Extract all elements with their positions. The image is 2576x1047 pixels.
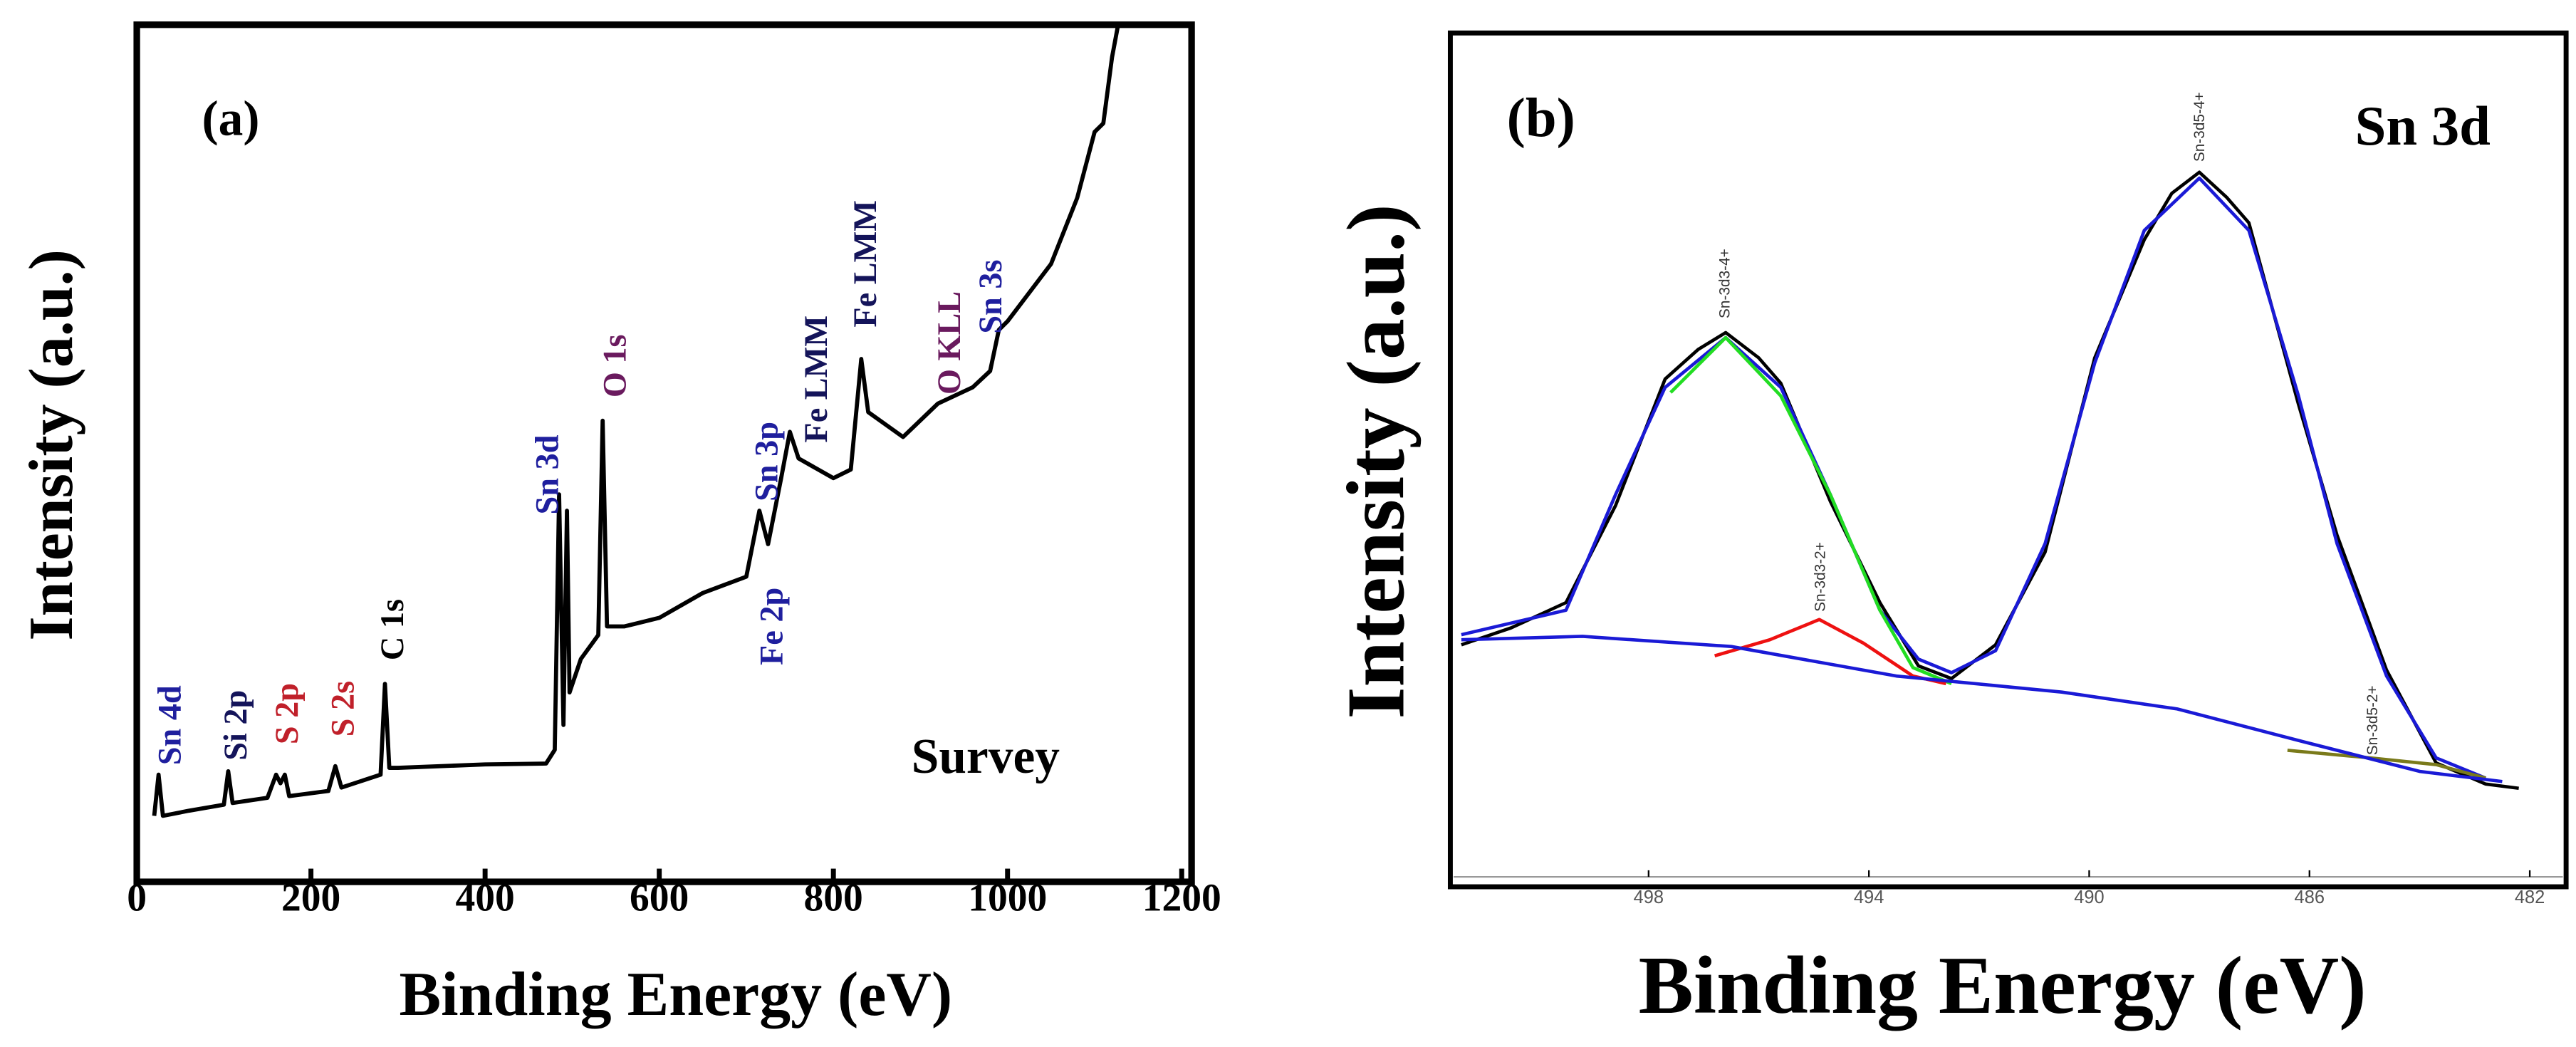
annotation: Fe LMM — [848, 200, 884, 328]
curve — [1669, 335, 1953, 685]
annotation: (b) — [1507, 88, 1575, 150]
x-tick-label: 486 — [2295, 887, 2325, 907]
annotation: Sn-3d5-2+ — [2364, 685, 2381, 755]
x-tick-label: 600 — [630, 877, 689, 920]
annotation: Sn 3d — [2355, 95, 2491, 157]
curve — [1461, 635, 2503, 783]
annotation: Sn 3p — [749, 422, 785, 501]
annotation: Sn 3d — [530, 434, 566, 514]
annotation: C 1s — [375, 599, 411, 660]
annotation: O KLL — [932, 291, 968, 395]
annotation: Sn 4d — [152, 685, 189, 765]
annotation: S 2s — [325, 681, 362, 736]
x-tick-label: 1200 — [1142, 877, 1221, 920]
curve — [1461, 176, 2487, 780]
x-tick-label: 0 — [127, 877, 147, 920]
x-tick-label: 800 — [804, 877, 863, 920]
x-tick-label: 482 — [2515, 887, 2545, 907]
x-tick-label: 400 — [455, 877, 514, 920]
annotation: O 1s — [597, 334, 633, 397]
x-tick-label: 490 — [2074, 887, 2104, 907]
annotation: (a) — [202, 92, 260, 147]
x-tick-label: 494 — [1854, 887, 1884, 907]
annotation: Sn-3d5-4+ — [2191, 92, 2208, 162]
frame-a — [133, 21, 1195, 885]
annotation: Fe LMM — [798, 316, 835, 443]
annotation: Si 2p — [218, 690, 254, 761]
frame-b — [1447, 30, 2569, 890]
curve — [2287, 749, 2486, 780]
x-axis-label: Binding Energy (eV) — [1639, 940, 2367, 1031]
curve — [1461, 170, 2519, 791]
x-tick-label: 1000 — [968, 877, 1047, 920]
x-tick-label: 200 — [281, 877, 340, 920]
y-axis-label: Intensity (a.u.) — [17, 249, 86, 641]
annotation: Survey — [912, 729, 1060, 784]
x-tick-label: 498 — [1634, 887, 1664, 907]
annotation: S 2p — [269, 683, 306, 744]
annotation: Fe 2p — [753, 588, 790, 665]
annotation: Sn 3s — [973, 259, 1009, 333]
annotation: Sn-3d3-4+ — [1716, 249, 1733, 318]
x-axis-label: Binding Energy (eV) — [399, 960, 952, 1029]
y-axis-label: Intensity (a.u.) — [1330, 204, 1422, 719]
annotation: Sn-3d3-2+ — [1813, 542, 1829, 612]
curve — [152, 24, 1120, 818]
